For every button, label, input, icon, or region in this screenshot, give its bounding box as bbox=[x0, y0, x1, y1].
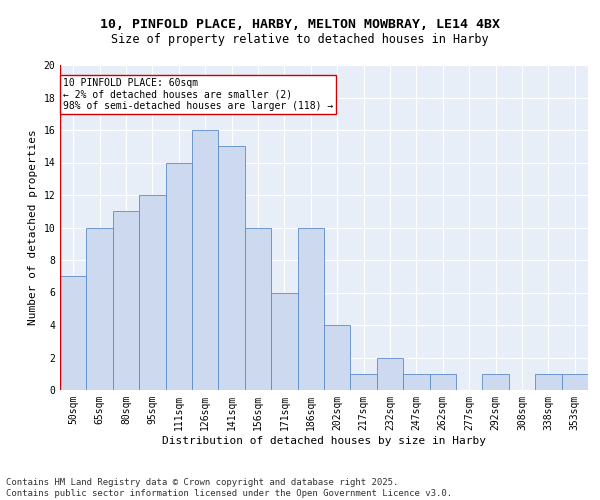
Bar bbox=[482, 374, 509, 390]
Y-axis label: Number of detached properties: Number of detached properties bbox=[28, 130, 38, 326]
Bar bbox=[139, 195, 166, 390]
Bar bbox=[430, 374, 456, 390]
Text: 10, PINFOLD PLACE, HARBY, MELTON MOWBRAY, LE14 4BX: 10, PINFOLD PLACE, HARBY, MELTON MOWBRAY… bbox=[100, 18, 500, 30]
Bar bbox=[535, 374, 562, 390]
Bar bbox=[271, 292, 298, 390]
Bar bbox=[113, 211, 139, 390]
X-axis label: Distribution of detached houses by size in Harby: Distribution of detached houses by size … bbox=[162, 436, 486, 446]
Text: Size of property relative to detached houses in Harby: Size of property relative to detached ho… bbox=[111, 32, 489, 46]
Bar bbox=[60, 276, 86, 390]
Text: Contains HM Land Registry data © Crown copyright and database right 2025.
Contai: Contains HM Land Registry data © Crown c… bbox=[6, 478, 452, 498]
Text: 10 PINFOLD PLACE: 60sqm
← 2% of detached houses are smaller (2)
98% of semi-deta: 10 PINFOLD PLACE: 60sqm ← 2% of detached… bbox=[62, 78, 333, 111]
Bar bbox=[298, 228, 324, 390]
Bar bbox=[86, 228, 113, 390]
Bar bbox=[324, 325, 350, 390]
Bar bbox=[350, 374, 377, 390]
Bar bbox=[192, 130, 218, 390]
Bar bbox=[377, 358, 403, 390]
Bar bbox=[166, 162, 192, 390]
Bar bbox=[562, 374, 588, 390]
Bar bbox=[218, 146, 245, 390]
Bar bbox=[403, 374, 430, 390]
Bar bbox=[245, 228, 271, 390]
